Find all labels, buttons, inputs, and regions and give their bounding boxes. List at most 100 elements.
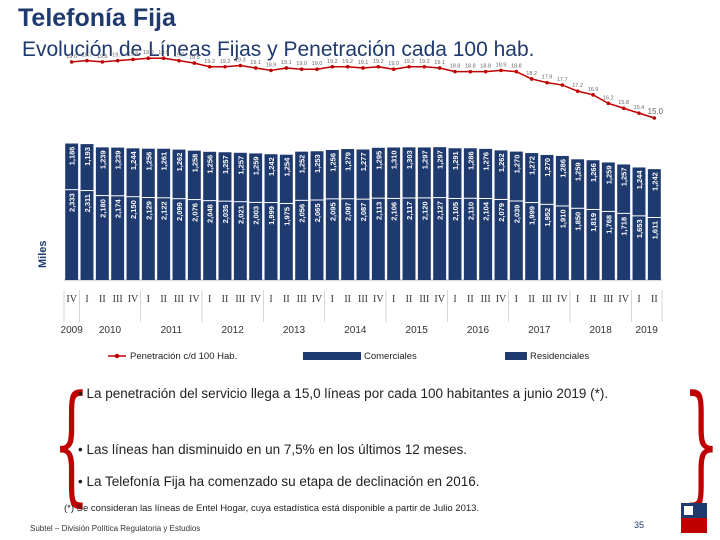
data-label-residenciales: 2,180 <box>98 199 107 218</box>
penetration-label: 19.7 <box>174 53 185 59</box>
data-label-comerciales: 1,252 <box>298 155 307 174</box>
data-label-residenciales: 2,113 <box>374 202 383 220</box>
penetration-label: 19.9 <box>158 50 169 56</box>
bar-comerciales <box>341 149 355 199</box>
bar-comerciales <box>647 169 661 217</box>
bar-residenciales <box>463 198 477 280</box>
penetration-point <box>560 83 565 87</box>
penetration-point <box>299 67 304 71</box>
data-label-comerciales: 1,256 <box>206 155 215 174</box>
penetration-label: 17.9 <box>542 75 553 81</box>
data-label-comerciales: 1,276 <box>482 152 491 171</box>
x-tick-quarter: I <box>637 294 640 305</box>
bullet-text: La Telefonía Fija ha comenzado su etapa … <box>86 474 480 489</box>
penetration-label: 16.2 <box>603 95 614 101</box>
data-label-residenciales: 2,105 <box>451 202 460 221</box>
bar-comerciales <box>157 148 171 198</box>
bar-residenciales <box>433 198 447 280</box>
penetration-label: 19.0 <box>388 61 399 67</box>
bar-comerciales <box>402 147 416 198</box>
x-tick-quarter: I <box>331 294 334 305</box>
bar-comerciales <box>249 153 263 202</box>
bar-comerciales <box>479 148 493 198</box>
penetration-point <box>131 57 135 62</box>
x-tick-year: 2016 <box>467 325 490 336</box>
bar-residenciales <box>371 198 385 280</box>
x-tick-quarter: IV <box>66 294 77 305</box>
data-label-comerciales: 1,262 <box>497 153 506 172</box>
bar-residenciales <box>617 213 631 280</box>
penetration-point <box>453 69 457 74</box>
data-label-residenciales: 2,039 <box>512 204 521 223</box>
penetration-label: 19.7 <box>112 53 123 59</box>
penetration-label: 19.0 <box>296 61 307 67</box>
x-tick-quarter: III <box>174 294 184 305</box>
data-label-comerciales: 1,270 <box>543 158 552 177</box>
bar-comerciales <box>141 148 155 198</box>
penetration-point <box>345 64 350 69</box>
bar-residenciales <box>341 199 355 280</box>
bar-comerciales <box>95 147 109 196</box>
x-tick-quarter: III <box>419 294 429 305</box>
penetration-label: 18.8 <box>465 64 476 70</box>
data-label-comerciales: 1,303 <box>405 150 414 169</box>
legend-marker-penetration <box>114 353 120 359</box>
data-label-comerciales: 1,270 <box>512 155 521 174</box>
x-tick-quarter: II <box>283 294 290 305</box>
penetration-label: 18.8 <box>450 64 461 70</box>
penetration-label: 15.8 <box>618 100 629 106</box>
bar-comerciales <box>525 153 539 203</box>
data-label-residenciales: 2,076 <box>190 203 199 222</box>
bullet-text: La penetración del servicio llega a 15,0… <box>86 386 609 401</box>
penetration-point <box>575 89 580 93</box>
penetration-label: 19.2 <box>419 59 430 65</box>
penetration-point <box>499 68 503 73</box>
data-label-residenciales: 2,110 <box>466 202 475 220</box>
data-label-residenciales: 1,718 <box>620 217 629 236</box>
bar-residenciales <box>509 201 523 280</box>
penetration-label: 19.1 <box>358 60 369 66</box>
penetration-label: 19.6 <box>97 54 108 60</box>
data-label-residenciales: 2,129 <box>144 201 153 220</box>
bar-residenciales <box>402 198 416 280</box>
bar-comerciales <box>601 162 615 211</box>
x-tick-quarter: III <box>603 294 613 305</box>
bar-residenciales <box>448 198 462 280</box>
penetration-label: 19.2 <box>404 59 415 65</box>
penetration-point <box>545 80 549 85</box>
x-tick-year: 2015 <box>406 325 429 336</box>
subtel-logo <box>681 503 707 533</box>
bar-comerciales <box>80 144 94 191</box>
data-label-residenciales: 1,850 <box>574 212 583 231</box>
bar-residenciales <box>632 216 646 280</box>
page-title: Telefonía Fija <box>18 4 176 32</box>
penetration-point <box>85 58 89 63</box>
data-label-comerciales: 1,259 <box>604 165 613 184</box>
x-tick-quarter: II <box>528 294 535 305</box>
bar-residenciales <box>65 190 79 280</box>
penetration-label: 18.8 <box>511 64 522 70</box>
data-label-residenciales: 1,910 <box>558 209 567 228</box>
x-tick-quarter: III <box>481 294 491 305</box>
x-tick-year: 2014 <box>344 325 367 336</box>
bar-residenciales <box>203 201 217 280</box>
penetration-label: 19.2 <box>220 59 231 65</box>
x-tick-quarter: I <box>453 294 456 305</box>
bullet-marker: • <box>78 474 83 489</box>
x-tick-quarter: II <box>590 294 597 305</box>
data-label-residenciales: 1,975 <box>282 207 291 226</box>
bar-residenciales <box>356 199 370 280</box>
bar-comerciales <box>356 149 370 199</box>
data-label-residenciales: 2,311 <box>83 194 92 212</box>
penetration-point <box>591 93 595 97</box>
bar-comerciales <box>187 150 201 200</box>
x-tick-quarter: III <box>297 294 307 305</box>
legend-label-comerciales: Comerciales <box>364 351 417 362</box>
x-tick-quarter: I <box>515 294 518 305</box>
penetration-point <box>483 69 488 74</box>
data-label-residenciales: 1,952 <box>543 208 552 227</box>
data-label-comerciales: 1,286 <box>466 151 475 170</box>
penetration-point <box>514 69 519 74</box>
penetration-point <box>330 64 335 69</box>
data-label-comerciales: 1,279 <box>344 152 353 171</box>
